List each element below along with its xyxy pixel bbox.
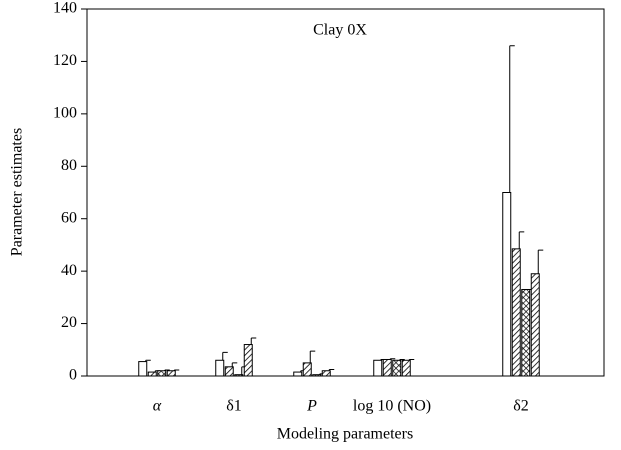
error-bar <box>509 45 515 193</box>
chart-title: Clay 0X <box>313 22 367 39</box>
error-bar <box>309 350 316 363</box>
bar <box>373 359 383 377</box>
error-bar <box>145 359 151 362</box>
bar <box>302 362 312 377</box>
y-axis-label: Parameter estimates <box>9 128 26 256</box>
y-tick-label: 60 <box>61 209 77 226</box>
bar <box>321 370 331 377</box>
bar <box>166 370 176 377</box>
y-tick-label: 140 <box>53 0 77 17</box>
bar <box>234 374 244 377</box>
y-tick-label: 80 <box>61 157 77 174</box>
bar <box>382 358 392 377</box>
error-bar <box>328 368 335 371</box>
bar <box>502 192 512 377</box>
error-bar <box>231 362 238 367</box>
y-tick-label: 20 <box>61 314 77 331</box>
bar <box>401 359 411 377</box>
error-bar <box>164 369 170 371</box>
plot-frame <box>86 8 605 377</box>
bar <box>243 344 253 377</box>
bar <box>215 359 225 377</box>
error-bar <box>399 358 405 361</box>
bar <box>157 370 167 377</box>
bar <box>138 361 148 377</box>
error-bar <box>518 231 525 249</box>
bar <box>224 366 234 377</box>
x-tick-label: P <box>306 398 317 415</box>
y-tick-label: 40 <box>61 262 77 279</box>
y-tick-label: 0 <box>69 367 77 384</box>
error-bar <box>250 337 257 345</box>
bar <box>521 288 531 377</box>
bar <box>511 248 521 377</box>
x-tick-label: δ1 <box>226 398 242 415</box>
y-tick-label: 120 <box>53 52 77 69</box>
bar <box>312 374 322 377</box>
bar <box>530 273 540 377</box>
x-tick-label: δ2 <box>513 398 529 415</box>
x-tick-label: log 10 (NO) <box>353 398 431 415</box>
bar <box>147 371 157 377</box>
error-bar <box>537 249 544 274</box>
bar <box>293 371 303 377</box>
bar <box>392 359 402 377</box>
y-tick-label: 100 <box>53 105 77 122</box>
error-bar <box>408 358 415 361</box>
error-bar <box>173 369 180 371</box>
error-bar <box>389 358 396 360</box>
x-axis-label: Modeling parameters <box>277 426 413 443</box>
error-bar <box>222 351 228 361</box>
x-tick-label: α <box>153 398 162 415</box>
